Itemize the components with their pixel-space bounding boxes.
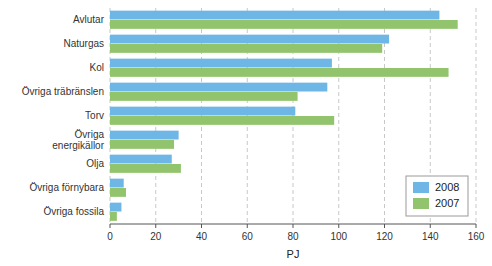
tick-label: 100 <box>330 231 347 242</box>
chart-svg: 020406080100120140160PJÖvriga fossilaÖvr… <box>0 0 492 266</box>
category-label: Övrigaenergikällor <box>52 128 104 150</box>
category-label-line: Kol <box>90 62 104 73</box>
tick-label: 140 <box>422 231 439 242</box>
category-label-line: Övriga förnybara <box>30 182 105 193</box>
bar <box>110 68 449 77</box>
category-label-line: Olja <box>86 158 104 169</box>
legend: 2008 2007 <box>406 176 468 216</box>
bar <box>110 59 332 68</box>
category-label-line: Avlutar <box>73 14 105 25</box>
category-label: Kol <box>90 62 104 73</box>
category-label-line: Övriga träbränslen <box>22 86 104 97</box>
bar <box>110 155 172 164</box>
category-label-line: Övriga <box>75 128 105 139</box>
y-axis: Övriga fossila Övriga förnybara Olja Övriga… <box>22 14 105 217</box>
tick-label: 0 <box>107 231 113 242</box>
bar <box>110 20 458 29</box>
tick-mark <box>338 224 339 228</box>
tick-mark <box>247 224 248 228</box>
bar <box>110 164 181 173</box>
legend-label: 2007 <box>435 197 459 209</box>
chart-container: 020406080100120140160PJÖvriga fossilaÖvr… <box>0 0 492 266</box>
grid <box>110 8 476 224</box>
legend-label: 2008 <box>435 181 459 193</box>
bar <box>110 188 126 197</box>
tick-label: 80 <box>287 231 299 242</box>
bar <box>110 92 298 101</box>
tick-mark <box>293 224 294 228</box>
tick-mark <box>155 224 156 228</box>
grid-line <box>476 8 477 224</box>
bar <box>110 44 382 53</box>
bar <box>110 131 179 140</box>
bar <box>110 83 327 92</box>
tick-mark <box>201 224 202 228</box>
bar <box>110 107 295 116</box>
category-label: Torv <box>85 110 104 121</box>
category-label-line: energikällor <box>52 139 104 150</box>
tick-label: 20 <box>150 231 162 242</box>
bar <box>110 179 124 188</box>
bar <box>110 140 174 149</box>
category-label-line: Övriga fossila <box>43 206 104 217</box>
bar <box>110 11 439 20</box>
category-label: Olja <box>86 158 104 169</box>
category-label-line: Torv <box>85 110 104 121</box>
tick-label: 60 <box>242 231 254 242</box>
tick-mark <box>384 224 385 228</box>
tick-label: 160 <box>468 231 485 242</box>
tick-mark <box>110 224 111 228</box>
bar <box>110 116 334 125</box>
axis-label: PJ <box>287 248 300 260</box>
category-label: Övriga träbränslen <box>22 86 104 97</box>
tick-mark <box>430 224 431 228</box>
legend-swatch <box>413 182 429 193</box>
category-label: Övriga förnybara <box>30 182 105 193</box>
x-axis: 0 20 40 60 80 100 120 140 160 PJ <box>107 224 485 260</box>
tick-label: 40 <box>196 231 208 242</box>
category-label: Avlutar <box>73 14 105 25</box>
category-label-line: Naturgas <box>63 38 104 49</box>
legend-box <box>406 176 468 216</box>
axis-line <box>110 224 476 225</box>
bar <box>110 35 389 44</box>
category-label: Naturgas <box>63 38 104 49</box>
legend-swatch <box>413 198 429 209</box>
tick-mark <box>476 224 477 228</box>
category-label: Övriga fossila <box>43 206 104 217</box>
bar <box>110 212 117 221</box>
bar <box>110 203 121 212</box>
tick-label: 120 <box>376 231 393 242</box>
